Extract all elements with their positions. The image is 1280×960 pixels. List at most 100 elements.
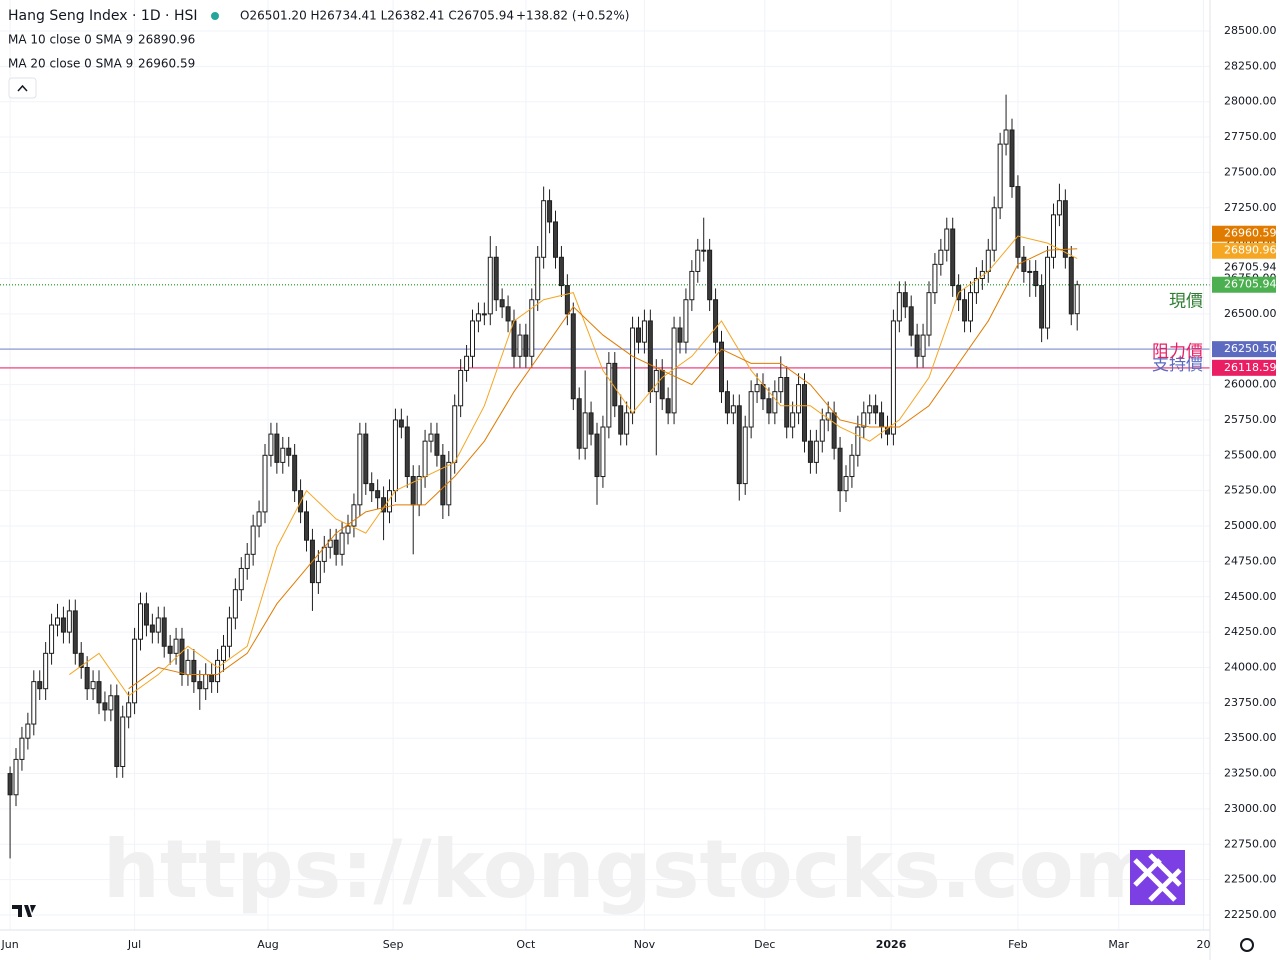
candle-body [1033, 270, 1039, 287]
indicator-name[interactable]: MA 10 close 0 SMA 9 [8, 33, 133, 47]
candle-body [250, 525, 256, 555]
candle-body [926, 292, 932, 336]
candle-body [138, 603, 144, 640]
watermark: https://kongstocks.com [103, 823, 1157, 916]
candle-body [13, 758, 19, 796]
indicator-value: 26890.96 [138, 33, 195, 47]
candle-body [60, 617, 66, 633]
price-tag-label: 26705.94 [1224, 278, 1277, 291]
candle-body [932, 263, 938, 294]
candle-body [962, 299, 968, 322]
candle-body [19, 737, 25, 760]
candle-body [155, 617, 161, 633]
y-tick-label: 24250.00 [1224, 625, 1277, 638]
candle-body [564, 285, 570, 315]
candle-body [796, 384, 802, 414]
candle-body [262, 454, 268, 513]
price-line-label: 阻力價 [1152, 342, 1203, 362]
candle-body [837, 447, 843, 492]
candle-body [209, 674, 215, 683]
candle-body [55, 617, 61, 626]
candle-body [772, 391, 778, 414]
x-tick-label: Feb [1008, 938, 1027, 951]
x-tick-label: Dec [754, 938, 775, 951]
candle-body [452, 405, 458, 463]
candle-body [173, 638, 179, 654]
candle-body [665, 398, 671, 414]
settings-gear[interactable] [1240, 938, 1254, 952]
candle-body [143, 603, 149, 626]
candle-body [529, 299, 535, 357]
candle-body [244, 553, 250, 569]
candle-body [701, 249, 707, 252]
x-tick-label: Jun [0, 938, 18, 951]
candle-body [369, 483, 375, 492]
button-box[interactable] [8, 77, 37, 99]
x-tick-label: 20 [1196, 938, 1210, 951]
candle-body [120, 716, 126, 767]
y-tick-label: 22750.00 [1224, 837, 1277, 850]
y-tick-label: 25250.00 [1224, 484, 1277, 497]
candle-body [7, 773, 13, 796]
y-tick-label: 22500.00 [1224, 873, 1277, 886]
candle-body [867, 405, 873, 414]
x-tick-label: Sep [383, 938, 404, 951]
candle-body [304, 511, 310, 541]
brand-logo [1130, 850, 1185, 905]
candle-body [790, 412, 796, 428]
price-tag [1212, 359, 1276, 376]
candle-body [232, 589, 238, 619]
tv-logo-mark [12, 905, 36, 917]
candle-body [985, 249, 991, 272]
candle-body [333, 539, 339, 555]
gear-icon[interactable] [1240, 938, 1254, 952]
y-tick-label: 23500.00 [1224, 731, 1277, 744]
candle-body [499, 299, 505, 308]
candle-body [375, 490, 381, 499]
candle-body [914, 334, 920, 357]
candle-body [944, 228, 950, 251]
candle-body [552, 221, 558, 258]
candle-body [938, 249, 944, 265]
indicator-name[interactable]: MA 20 close 0 SMA 9 [8, 57, 133, 71]
candle-body [523, 334, 529, 357]
collapse-button[interactable] [8, 77, 37, 99]
candle-body [600, 426, 606, 478]
candle-body [440, 454, 446, 506]
symbol-title[interactable]: Hang Seng Index · 1D · HSI [8, 8, 198, 24]
y-tick-label: 23250.00 [1224, 767, 1277, 780]
market-status [211, 12, 219, 20]
candle-body [1045, 256, 1051, 329]
moving-average-line [128, 248, 1078, 690]
candle-body [422, 440, 428, 478]
candle-body [96, 681, 102, 704]
candle-body [754, 384, 760, 393]
candle-body [541, 200, 547, 258]
candle-body [90, 681, 96, 690]
candle-body [718, 341, 724, 393]
candle-body [1027, 270, 1033, 273]
candle-body [102, 702, 108, 711]
candle-body [226, 617, 232, 647]
candle-body [724, 391, 730, 414]
candle-body [487, 256, 493, 315]
price-tag-label: 26250.50 [1224, 342, 1277, 355]
candle-body [659, 369, 665, 400]
logo-square [1130, 850, 1185, 905]
candle-body [843, 476, 849, 492]
candle-body [357, 433, 363, 506]
candle-body [588, 412, 594, 435]
candle-body [1021, 256, 1027, 272]
candle-body [428, 433, 434, 442]
candle-body [517, 334, 523, 357]
candle-body [861, 412, 867, 428]
candle-body [458, 369, 464, 407]
candle-body [825, 412, 831, 421]
candle-body [49, 624, 55, 654]
moving-average-line [69, 235, 1078, 697]
candle-body [902, 292, 908, 308]
candle-body [1015, 186, 1021, 258]
candle-body [997, 143, 1003, 209]
candle-body [1039, 285, 1045, 329]
